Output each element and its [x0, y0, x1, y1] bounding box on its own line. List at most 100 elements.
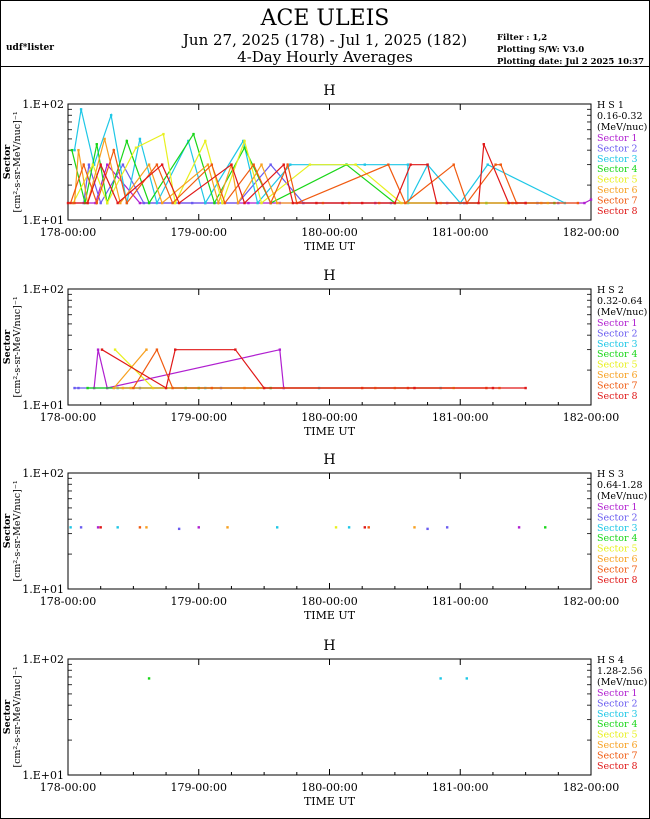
- data-point: [360, 201, 364, 205]
- data-point: [354, 163, 357, 166]
- data-point: [187, 139, 190, 143]
- data-point: [99, 163, 102, 166]
- data-point: [106, 163, 109, 166]
- legend-entry: Sector 3: [597, 709, 638, 720]
- data-point: [439, 677, 442, 680]
- x-tick-label: 180-00:00: [301, 226, 357, 239]
- y-axis-label: Sector: [2, 699, 13, 734]
- data-point: [77, 386, 80, 390]
- x-tick-label: 179-00:00: [171, 411, 227, 424]
- y-tick-label: 1.E+01: [22, 399, 64, 412]
- legend-entry: Sector 4: [597, 719, 638, 730]
- series-line: [72, 133, 548, 205]
- data-point: [77, 148, 80, 152]
- data-point: [106, 201, 109, 205]
- date-range: Jun 27, 2025 (178) - Jul 1, 2025 (182): [182, 31, 468, 49]
- legend-entry: Sector 1: [597, 318, 638, 329]
- data-point: [269, 163, 272, 166]
- legend-entry: Sector 6: [597, 370, 638, 381]
- data-point: [260, 163, 263, 166]
- legend-entry: Sector 4: [597, 533, 638, 544]
- data-point: [491, 386, 495, 390]
- data-point: [145, 526, 148, 529]
- legend-entry: Sector 8: [597, 575, 638, 586]
- data-point: [79, 108, 83, 111]
- x-axis-label: TIME UT: [304, 795, 356, 808]
- panel-title: H: [323, 638, 335, 654]
- data-point: [192, 132, 195, 136]
- data-point: [308, 163, 312, 166]
- data-point: [243, 201, 246, 205]
- data-point: [243, 146, 246, 149]
- data-point: [145, 348, 148, 351]
- data-point: [86, 201, 89, 205]
- data-point: [132, 386, 135, 390]
- data-point: [138, 201, 142, 205]
- legend-entry: Sector 5: [597, 175, 638, 186]
- data-point: [177, 201, 181, 205]
- data-point: [206, 163, 210, 166]
- legend-energy: 0.64-1.28: [597, 480, 643, 491]
- data-point: [91, 163, 95, 166]
- x-tick-label: 178-00:00: [40, 781, 96, 794]
- data-point: [334, 526, 338, 529]
- x-tick-label: 180-00:00: [301, 411, 357, 424]
- data-point: [452, 163, 455, 166]
- legend-entry: Sector 1: [597, 502, 638, 513]
- legend-entry: Sector 6: [597, 740, 638, 751]
- data-point: [174, 201, 177, 205]
- y-axis-label: Sector: [2, 144, 13, 179]
- panel-title: H: [323, 268, 335, 284]
- panel-title: H: [323, 452, 335, 468]
- data-point: [406, 163, 410, 166]
- data-point: [197, 526, 200, 529]
- legend-entry: Sector 5: [597, 544, 638, 555]
- x-tick-label: 178-00:00: [40, 595, 96, 608]
- series-line: [73, 109, 566, 205]
- data-point: [286, 163, 289, 166]
- data-point: [315, 201, 318, 205]
- plot-date-label: Plotting date: Jul 2 2025 10:37: [497, 57, 645, 67]
- data-point: [100, 348, 104, 351]
- data-point: [95, 143, 98, 146]
- data-point: [363, 526, 367, 529]
- data-point: [341, 201, 344, 205]
- y-tick-label: 1.E+01: [22, 214, 64, 227]
- data-point: [409, 163, 412, 166]
- data-point: [112, 386, 115, 390]
- data-point: [95, 201, 98, 205]
- data-point: [524, 386, 527, 390]
- data-point: [121, 386, 125, 390]
- plot-frame: [67, 472, 592, 590]
- x-axis-label: TIME UT: [304, 425, 356, 438]
- data-point: [544, 526, 547, 529]
- data-point: [147, 677, 151, 680]
- legend-entry: Sector 7: [597, 750, 638, 761]
- data-point: [191, 201, 194, 205]
- data-point: [121, 163, 125, 166]
- data-point: [517, 526, 521, 529]
- legend-entry: Sector 7: [597, 195, 638, 206]
- data-point: [164, 386, 168, 390]
- data-point: [171, 201, 174, 205]
- y-tick-label: 1.E+01: [22, 583, 64, 596]
- x-tick-label: 178-00:00: [40, 411, 96, 424]
- data-point: [92, 163, 96, 166]
- data-point: [256, 201, 259, 205]
- data-point: [486, 163, 489, 166]
- data-point: [435, 201, 438, 205]
- data-point: [367, 526, 370, 529]
- software-label: Plotting S/W: V3.0: [497, 45, 585, 55]
- data-point: [230, 163, 233, 166]
- data-point: [387, 163, 390, 166]
- legend-title: H S 1: [597, 100, 624, 111]
- series-line: [93, 348, 285, 389]
- data-point: [112, 148, 115, 152]
- legend-entry: Sector 3: [597, 154, 638, 165]
- data-point: [576, 201, 580, 205]
- data-point: [276, 526, 279, 529]
- legend-entry: Sector 6: [597, 185, 638, 196]
- data-point: [524, 201, 527, 205]
- data-point: [226, 526, 229, 529]
